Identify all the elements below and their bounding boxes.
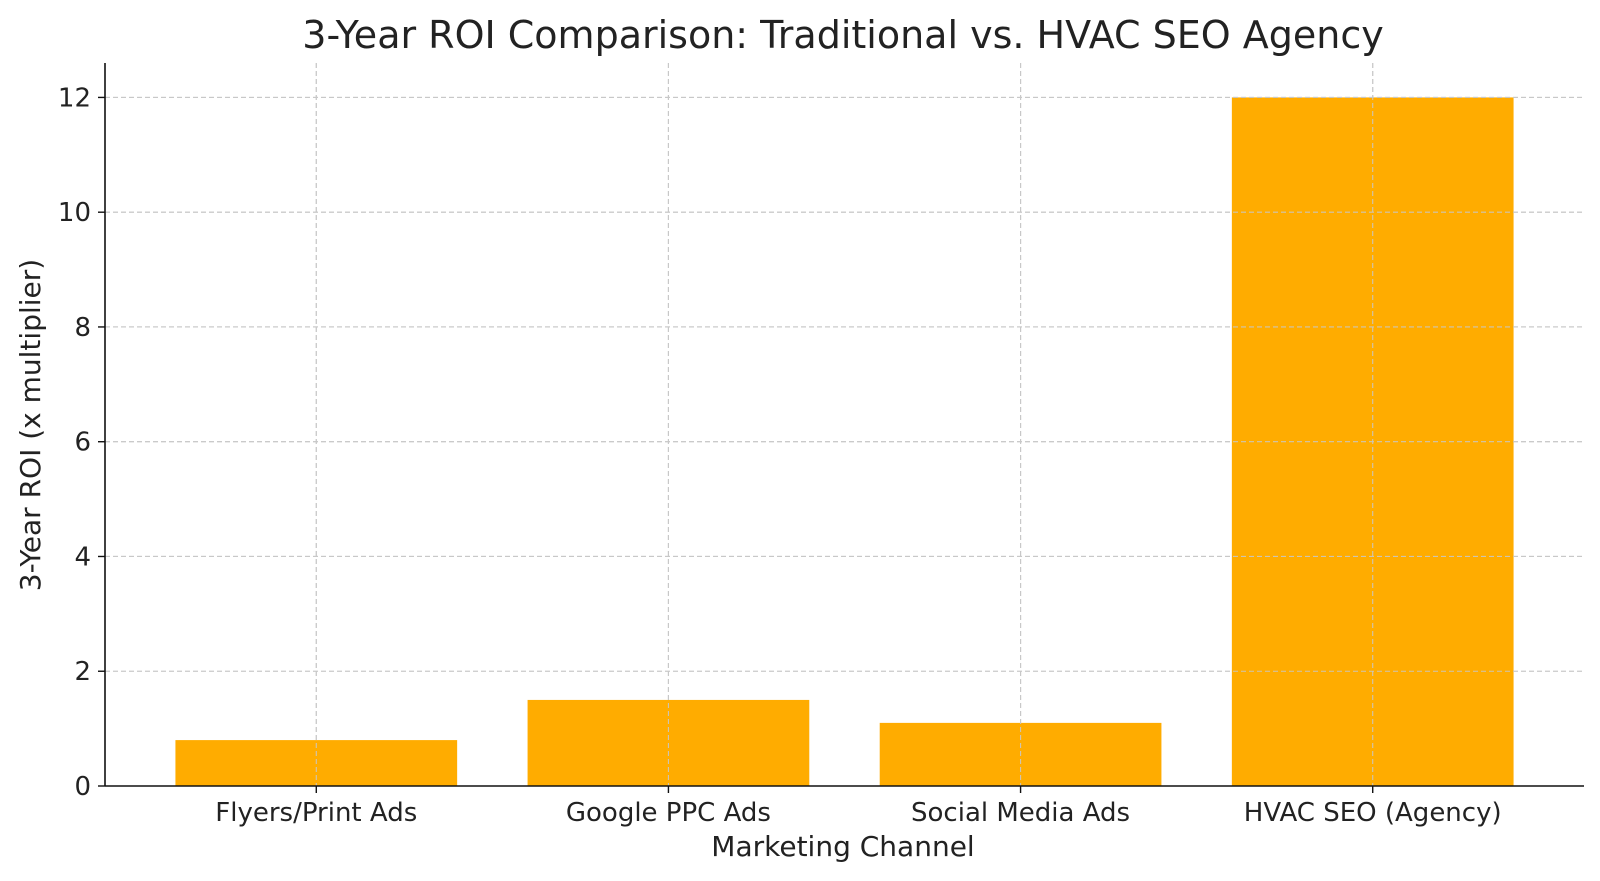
x-tick-label: Social Media Ads xyxy=(911,798,1130,828)
y-tick-label: 2 xyxy=(74,657,91,687)
bars xyxy=(105,63,1584,787)
x-tick-label: HVAC SEO (Agency) xyxy=(1244,798,1502,828)
y-tick-label: 10 xyxy=(58,198,91,228)
x-axis-ticks: Flyers/Print Ads Google PPC Ads Social Med… xyxy=(215,786,1502,828)
x-tick-label: Flyers/Print Ads xyxy=(215,798,417,828)
plot-area: 0 2 4 6 8 10 12 Flyers/Print Ads Google PPC Ads… xyxy=(58,63,1584,828)
y-axis-label: 3-Year ROI (x multiplier) xyxy=(14,259,47,591)
y-tick-label: 4 xyxy=(74,542,91,572)
chart-title: 3-Year ROI Comparison: Traditional vs. H… xyxy=(302,13,1383,57)
x-tick-label: Google PPC Ads xyxy=(566,798,771,828)
y-axis-ticks: 0 2 4 6 8 10 12 xyxy=(58,83,105,802)
x-axis-label: Marketing Channel xyxy=(711,830,974,863)
y-tick-label: 8 xyxy=(74,313,91,343)
y-tick-label: 12 xyxy=(58,83,91,113)
y-tick-label: 0 xyxy=(74,772,91,802)
y-tick-label: 6 xyxy=(74,428,91,458)
